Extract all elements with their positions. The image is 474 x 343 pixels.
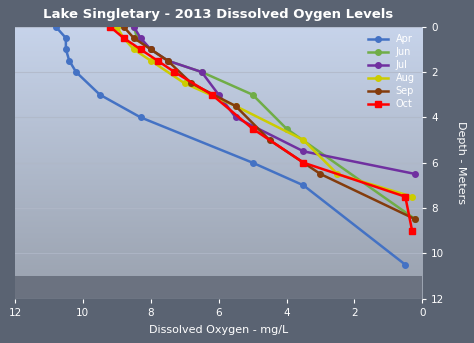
Apr xyxy=(402,263,408,267)
Apr xyxy=(97,93,103,97)
Oct xyxy=(209,93,215,97)
Jun xyxy=(413,217,419,222)
Oct xyxy=(155,59,160,63)
Sep xyxy=(189,81,194,85)
Aug xyxy=(148,59,154,63)
Sep xyxy=(165,59,171,63)
Jul xyxy=(216,93,221,97)
Aug xyxy=(114,25,119,29)
Aug xyxy=(131,47,137,51)
Sep xyxy=(131,36,137,40)
Sep xyxy=(267,138,273,142)
Jul xyxy=(413,172,419,176)
Sep xyxy=(233,104,238,108)
Legend: Apr, Jun, Jul, Aug, Sep, Oct: Apr, Jun, Jul, Aug, Sep, Oct xyxy=(365,32,418,112)
Apr xyxy=(138,115,144,119)
Apr xyxy=(73,70,79,74)
Sep xyxy=(121,25,127,29)
Sep xyxy=(318,172,323,176)
Line: Aug: Aug xyxy=(114,24,415,200)
Jun xyxy=(199,70,204,74)
Jul xyxy=(148,47,154,51)
Jun xyxy=(131,25,137,29)
Aug xyxy=(233,104,238,108)
Apr xyxy=(63,36,69,40)
Sep xyxy=(148,47,154,51)
Jul xyxy=(165,59,171,63)
Jul xyxy=(138,36,144,40)
Apr xyxy=(53,25,58,29)
Jul xyxy=(301,149,306,153)
Jun xyxy=(148,47,154,51)
Oct xyxy=(172,70,177,74)
Oct xyxy=(107,25,113,29)
Line: Sep: Sep xyxy=(121,24,418,222)
Jul xyxy=(131,25,137,29)
Aug xyxy=(409,194,415,199)
Sep xyxy=(413,217,419,222)
Oct xyxy=(250,127,255,131)
Oct xyxy=(402,194,408,199)
Apr xyxy=(301,183,306,187)
Line: Oct: Oct xyxy=(107,24,415,234)
Bar xyxy=(15,276,422,299)
Jul xyxy=(233,115,238,119)
Y-axis label: Depth - Meters: Depth - Meters xyxy=(456,121,465,204)
Aug xyxy=(301,138,306,142)
Title: Lake Singletary - 2013 Dissolved Oygen Levels: Lake Singletary - 2013 Dissolved Oygen L… xyxy=(44,8,394,21)
Aug xyxy=(182,81,188,85)
Jun xyxy=(134,36,140,40)
Apr xyxy=(250,161,255,165)
Jul xyxy=(199,70,204,74)
Apr xyxy=(63,47,69,51)
Line: Apr: Apr xyxy=(53,24,408,268)
Line: Jul: Jul xyxy=(131,24,418,177)
Aug xyxy=(121,36,127,40)
Oct xyxy=(138,47,144,51)
Oct xyxy=(121,36,127,40)
Line: Jun: Jun xyxy=(131,24,418,222)
Aug xyxy=(335,172,340,176)
Apr xyxy=(66,59,72,63)
X-axis label: Dissolved Oxygen - mg/L: Dissolved Oxygen - mg/L xyxy=(149,325,288,335)
Jun xyxy=(165,59,171,63)
Jun xyxy=(250,93,255,97)
Jun xyxy=(283,127,289,131)
Oct xyxy=(409,229,415,233)
Oct xyxy=(301,161,306,165)
